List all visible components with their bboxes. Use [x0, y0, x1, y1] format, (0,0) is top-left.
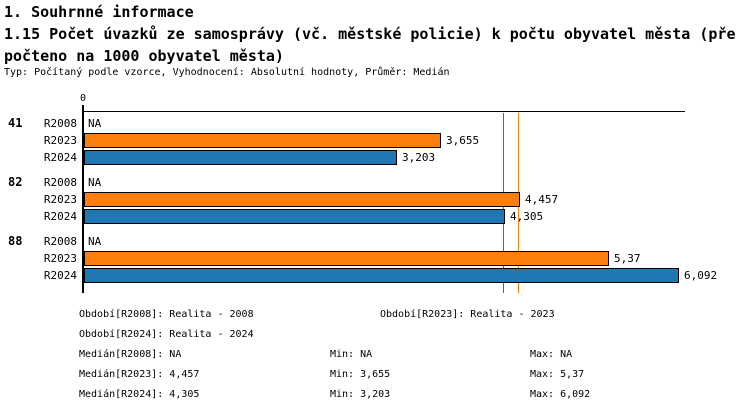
category-label-82: 82 — [8, 175, 23, 189]
bar-R2023-41 — [84, 133, 441, 148]
chart-subtitle: Typ: Počítaný podle vzorce, Vyhodnocení:… — [4, 67, 450, 78]
footer-max-r2008: Max: NA — [530, 349, 573, 360]
section-title: 1. Souhrnné informace — [4, 3, 194, 21]
series-label-R2024: R2024 — [43, 151, 77, 164]
bar-R2024-88 — [84, 268, 679, 283]
series-label-R2008: R2008 — [43, 235, 77, 248]
footer-max-r2023: Max: 5,37 — [530, 369, 585, 380]
footer-max-r2024: Max: 6,092 — [530, 389, 591, 400]
bar-value-na: NA — [88, 176, 102, 189]
x-axis-line — [83, 111, 685, 112]
bar-R2024-41 — [84, 150, 397, 165]
series-label-R2023: R2023 — [43, 193, 77, 206]
footer-obdobi-r2023: Období[R2023]: Realita - 2023 — [380, 309, 555, 320]
series-label-R2023: R2023 — [43, 134, 77, 147]
series-label-R2024: R2024 — [43, 210, 77, 223]
footer-obdobi-r2024: Období[R2024]: Realita - 2024 — [79, 329, 254, 340]
bar-value-R2024-82: 4,305 — [510, 210, 544, 223]
footer-min-r2008: Min: NA — [330, 349, 373, 360]
bar-R2023-82 — [84, 192, 520, 207]
bar-R2023-88 — [84, 251, 609, 266]
bar-value-R2023-82: 4,457 — [525, 193, 559, 206]
series-label-R2023: R2023 — [43, 252, 77, 265]
chart-title-line2: počteno na 1000 obyvatel města) — [4, 47, 284, 65]
chart-title-line1: 1.15 Počet úvazků ze samosprávy (vč. měs… — [4, 25, 736, 43]
bar-value-na: NA — [88, 235, 102, 248]
footer-obdobi-r2008: Období[R2008]: Realita - 2008 — [79, 309, 254, 320]
y-axis-line — [82, 105, 84, 293]
footer-median-r2008: Medián[R2008]: NA — [79, 349, 182, 360]
footer-min-r2023: Min: 3,655 — [330, 369, 391, 380]
footer-min-r2024: Min: 3,203 — [330, 389, 391, 400]
bar-value-R2023-41: 3,655 — [446, 134, 480, 147]
bar-value-na: NA — [88, 117, 102, 130]
category-label-41: 41 — [8, 116, 23, 130]
category-label-88: 88 — [8, 234, 23, 248]
bar-value-R2024-41: 3,203 — [402, 151, 436, 164]
footer-median-r2024: Medián[R2024]: 4,305 — [79, 389, 200, 400]
bar-R2024-82 — [84, 209, 505, 224]
bar-value-R2024-88: 6,092 — [684, 269, 718, 282]
footer-median-r2023: Medián[R2023]: 4,457 — [79, 369, 200, 380]
series-label-R2008: R2008 — [43, 176, 77, 189]
bar-value-R2023-88: 5,37 — [614, 252, 641, 265]
series-label-R2008: R2008 — [43, 117, 77, 130]
series-label-R2024: R2024 — [43, 269, 77, 282]
x-tick-label-0: 0 — [79, 93, 87, 104]
